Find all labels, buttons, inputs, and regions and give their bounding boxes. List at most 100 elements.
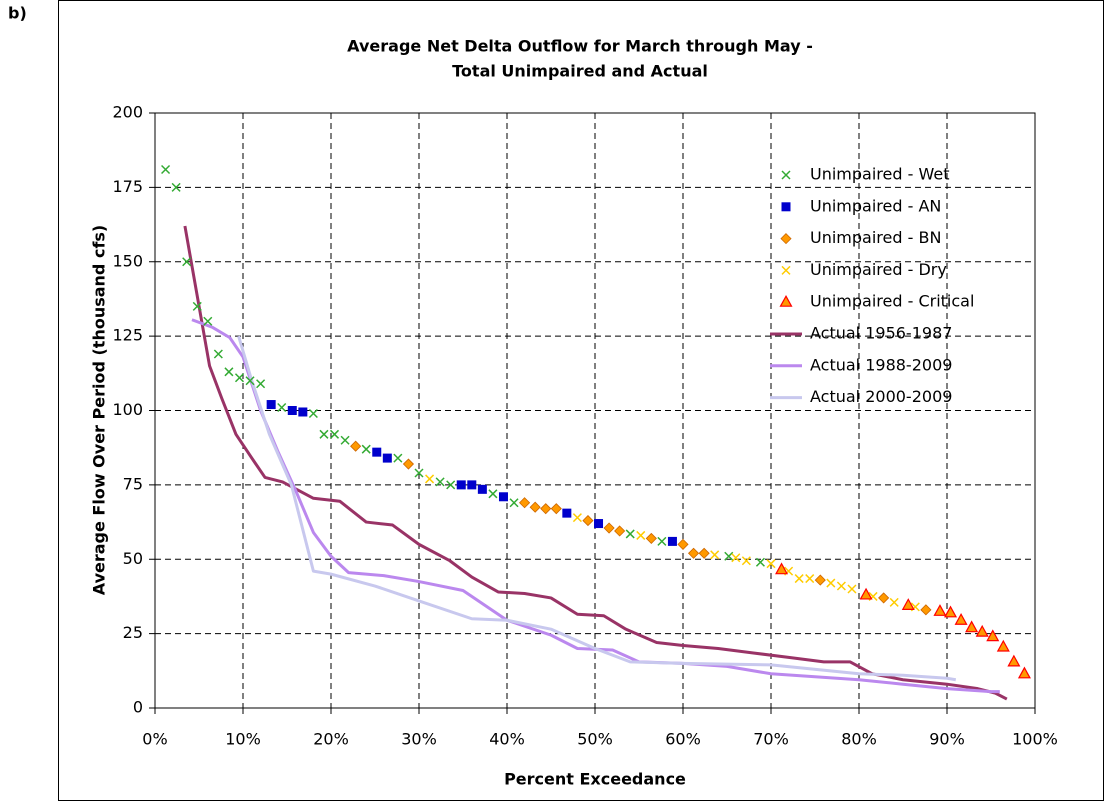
legend-label: Unimpaired - Wet [810, 165, 949, 184]
data-point [698, 547, 710, 559]
x-tick-label: 0% [142, 730, 167, 749]
data-point [731, 553, 741, 563]
data-point [266, 400, 276, 410]
data-point [308, 408, 318, 419]
x-tick-label: 60% [665, 730, 701, 749]
data-point [775, 562, 789, 575]
data-point [814, 574, 826, 586]
data-point [182, 257, 192, 267]
data-point [724, 551, 734, 561]
data-point [603, 522, 615, 534]
data-point [944, 605, 958, 618]
x-tick-label: 40% [489, 730, 525, 749]
data-point [636, 530, 646, 540]
data-point [192, 301, 202, 311]
data-point [340, 435, 350, 445]
data-point [456, 480, 466, 490]
data-point [677, 538, 689, 550]
x-tick-label: 100% [1012, 730, 1058, 749]
data-point [298, 407, 308, 417]
data-point [435, 477, 445, 487]
x-axis-label: Percent Exceedance [504, 770, 686, 789]
data-point [372, 447, 382, 457]
legend-marker [781, 170, 791, 180]
data-point [766, 559, 776, 569]
data-point [277, 402, 287, 413]
y-tick-label: 0 [133, 698, 143, 717]
data-point [965, 620, 979, 633]
data-point [529, 501, 541, 513]
y-tick-label: 150 [112, 251, 143, 270]
x-tick-label: 70% [753, 730, 789, 749]
y-tick-label: 125 [112, 326, 143, 345]
data-point [287, 406, 297, 415]
data-point [425, 474, 435, 484]
data-point [878, 592, 890, 604]
legend-label: Unimpaired - AN [810, 196, 941, 215]
data-point [625, 529, 635, 539]
data-point [446, 480, 456, 490]
data-point [901, 598, 915, 610]
chart-title: Average Net Delta Outflow for March thro… [347, 37, 813, 56]
data-point [171, 182, 181, 192]
data-point [594, 519, 604, 529]
data-point [234, 373, 245, 383]
legend-marker [781, 202, 791, 212]
data-point [477, 484, 487, 494]
data-point [161, 164, 171, 175]
legend-label: Actual 1956-1987 [810, 324, 952, 343]
data-point [667, 536, 677, 546]
data-point [645, 532, 657, 544]
legend-marker [780, 233, 792, 245]
data-point [954, 612, 968, 625]
data-point [256, 379, 266, 389]
data-point [245, 376, 255, 386]
data-point [986, 629, 1000, 642]
data-point [975, 624, 989, 637]
data-point [794, 574, 804, 584]
data-point [657, 536, 667, 546]
data-point [582, 515, 594, 527]
y-tick-label: 50 [123, 549, 143, 568]
data-point [382, 453, 392, 463]
data-point [329, 429, 340, 439]
x-tick-label: 20% [313, 730, 349, 749]
data-point [519, 497, 531, 509]
data-point [687, 547, 700, 559]
data-point [889, 597, 899, 607]
data-point [572, 513, 582, 523]
data-point [224, 367, 234, 377]
data-point [414, 468, 424, 478]
data-point [393, 453, 403, 463]
data-point [920, 604, 932, 616]
data-point [467, 480, 477, 490]
data-point [1007, 654, 1021, 667]
data-point [741, 556, 751, 566]
series-line [183, 225, 1008, 701]
y-tick-label: 175 [112, 177, 143, 196]
legend-label: Unimpaired - BN [810, 228, 941, 247]
legend-label: Unimpaired - Dry [810, 260, 947, 279]
legend-label: Actual 2000-2009 [810, 387, 952, 406]
y-tick-label: 75 [123, 474, 143, 493]
data-point [498, 492, 508, 502]
data-point [562, 508, 572, 518]
data-point [755, 557, 765, 567]
x-tick-label: 30% [401, 730, 437, 749]
data-point [859, 587, 873, 600]
data-point [488, 489, 498, 499]
data-point [933, 604, 947, 616]
data-point [805, 574, 815, 584]
data-point [203, 316, 213, 326]
chart-frame [58, 0, 1104, 801]
legend-label: Actual 1988-2009 [810, 355, 952, 374]
x-tick-label: 50% [577, 730, 613, 749]
series-line [237, 335, 957, 682]
y-tick-label: 100 [112, 400, 143, 419]
data-point [350, 440, 362, 452]
data-point [361, 444, 371, 454]
data-point [509, 498, 519, 508]
data-point [996, 639, 1010, 652]
data-point [1017, 666, 1031, 679]
